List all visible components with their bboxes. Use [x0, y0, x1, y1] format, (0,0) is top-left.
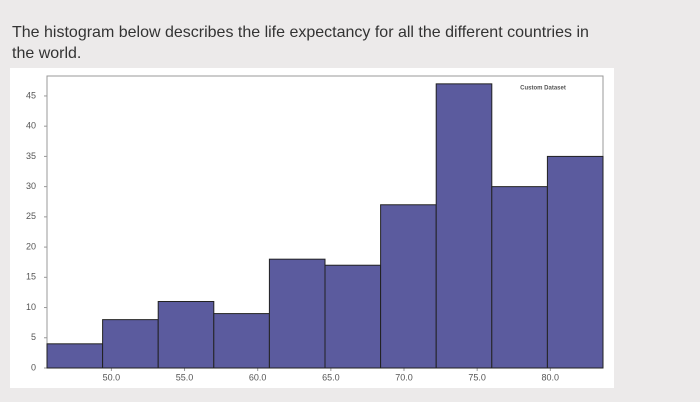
bar [102, 319, 159, 369]
y-tick-label: 20 [26, 241, 36, 251]
y-tick-label: 30 [26, 181, 36, 191]
y-tick-label: 0 [31, 362, 36, 372]
bar [46, 343, 104, 369]
bar [491, 186, 548, 369]
bar [268, 258, 326, 369]
y-tick-label: 25 [26, 211, 36, 221]
x-tick-label: 50.0 [103, 372, 121, 382]
bar [157, 300, 215, 369]
y-tick-label: 5 [31, 332, 36, 342]
x-tick-label: 65.0 [322, 372, 340, 382]
x-tick-label: 55.0 [176, 372, 194, 382]
y-tick-label: 40 [26, 121, 36, 131]
x-tick-label: 75.0 [468, 372, 486, 382]
bar [546, 155, 604, 369]
bar [324, 264, 382, 369]
y-tick-label: 15 [26, 272, 36, 282]
y-tick-label: 35 [26, 151, 36, 161]
question: The histogram below describes the life e… [12, 24, 589, 62]
y-tick-label: 10 [26, 302, 36, 312]
bar [213, 313, 270, 369]
y-tick-label: 45 [26, 90, 36, 100]
x-tick-label: 60.0 [249, 372, 267, 382]
legend-entry: Custom Dataset [520, 86, 566, 92]
bar [380, 204, 437, 369]
x-tick-label: 80.0 [542, 372, 560, 382]
x-tick-label: 70.0 [395, 372, 413, 382]
bar [435, 83, 493, 369]
